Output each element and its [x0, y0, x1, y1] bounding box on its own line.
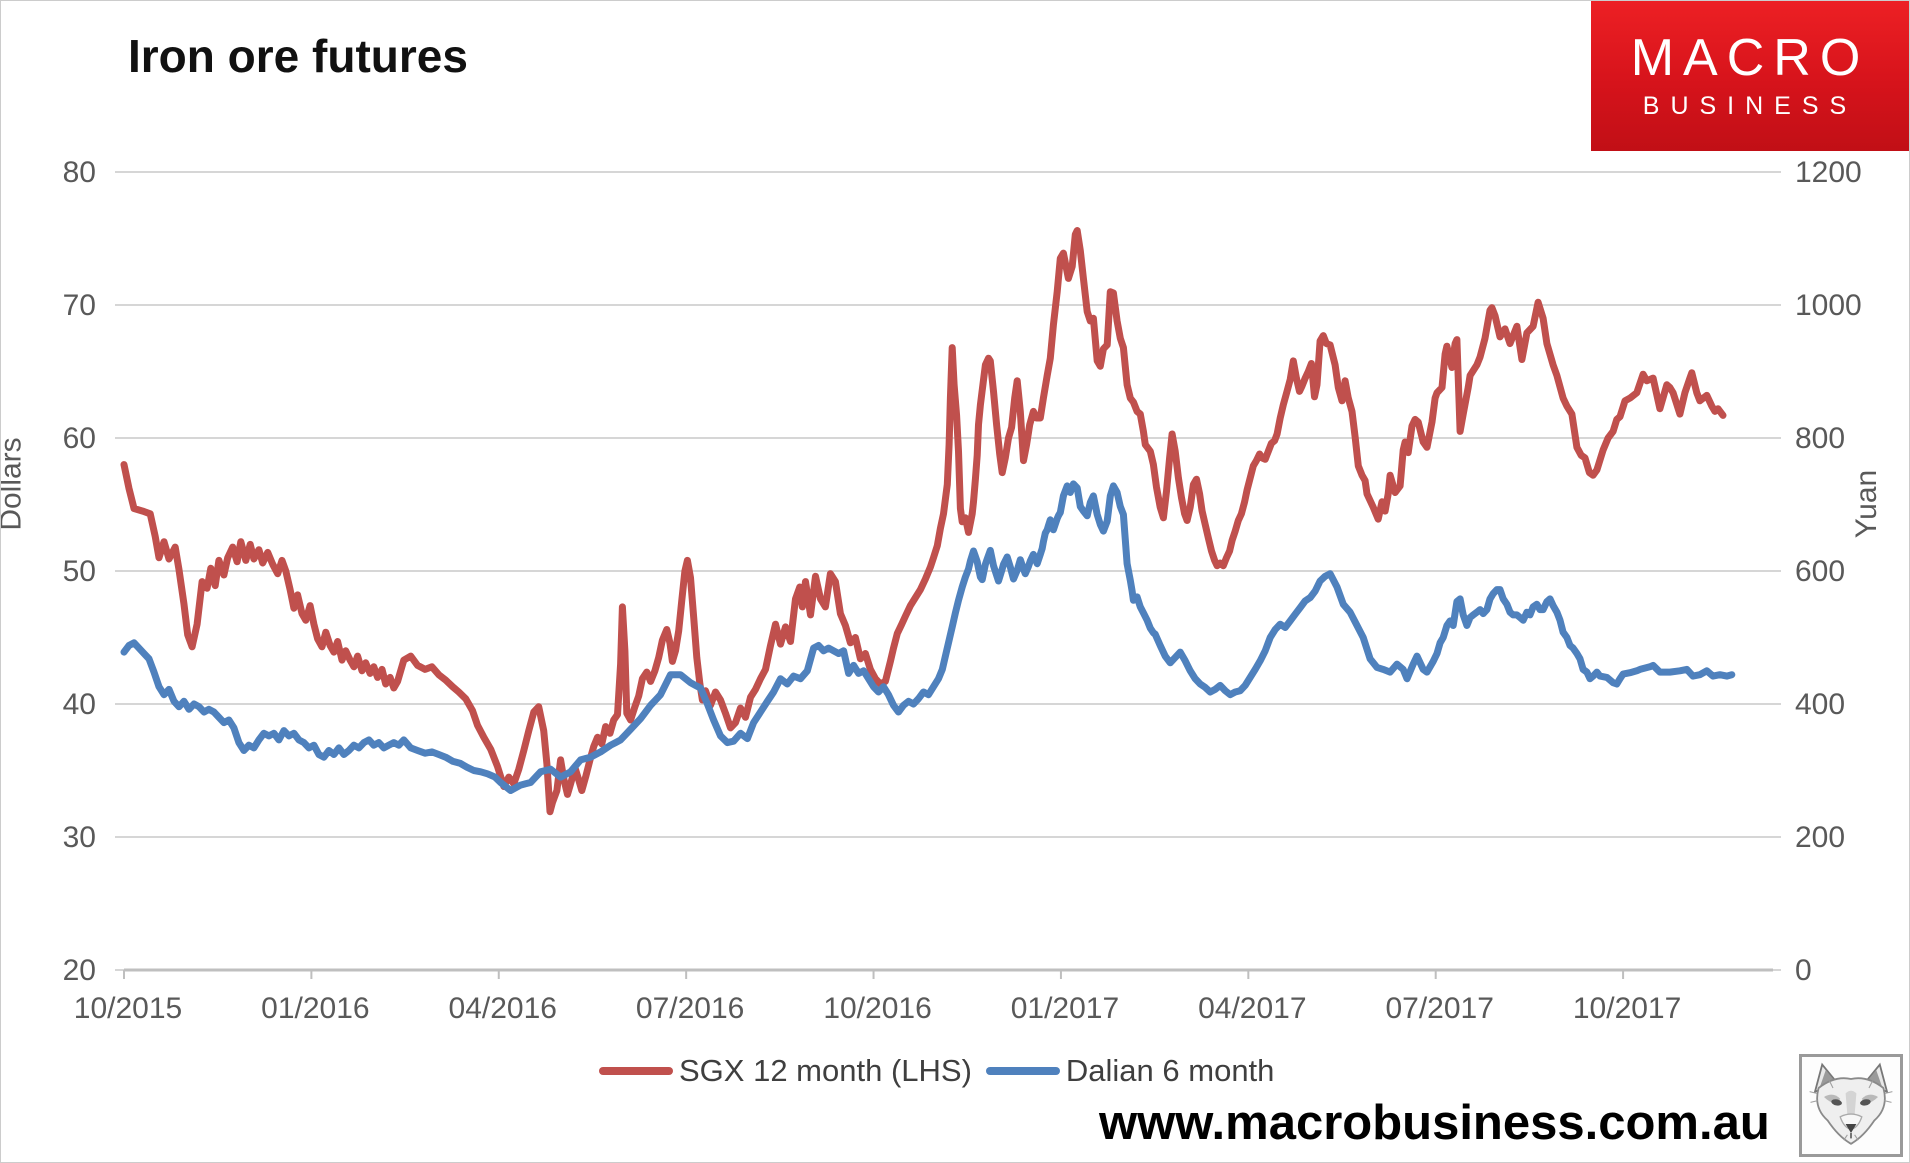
- y-right-tick-label: 0: [1795, 954, 1812, 987]
- y-right-tick-label: 600: [1795, 555, 1845, 588]
- legend-item-dalian: Dalian 6 month: [985, 1053, 1275, 1089]
- y-right-tick-label: 1000: [1795, 289, 1862, 322]
- sgx-line-swatch-icon: [599, 1067, 673, 1075]
- y-left-tick-label: 70: [63, 289, 96, 322]
- logo-line-macro: MACRO: [1630, 29, 1870, 88]
- x-axis-tick-label: 07/2017: [1385, 992, 1493, 1025]
- y-right-tick-label: 800: [1795, 422, 1845, 455]
- legend-label-sgx: SGX 12 month (LHS): [679, 1053, 972, 1088]
- y-left-tick-label: 20: [63, 954, 96, 987]
- x-axis-tick-label: 04/2017: [1198, 992, 1306, 1025]
- fox-sketch-icon: [1809, 1062, 1893, 1145]
- x-axis-tick-label: 07/2016: [636, 992, 744, 1025]
- sgx-12-month-line: [120, 227, 1727, 816]
- fox-logo-box: [1799, 1054, 1903, 1157]
- y-left-tick-label: 30: [63, 821, 96, 854]
- legend-label-dalian: Dalian 6 month: [1065, 1053, 1275, 1088]
- x-axis-tick-label: 10/2017: [1573, 992, 1681, 1025]
- x-axis-tick-label: 04/2016: [449, 992, 557, 1025]
- x-axis-tick-label: 01/2017: [1011, 992, 1119, 1025]
- legend-item-sgx: SGX 12 month (LHS): [599, 1053, 972, 1089]
- chart-legend: SGX 12 month (LHS) Dalian 6 month: [599, 1053, 1274, 1089]
- x-axis-tick-label: 10/2015: [74, 992, 182, 1025]
- y-right-tick-label: 200: [1795, 821, 1845, 854]
- y-axis-title-left: Dollars: [0, 437, 28, 531]
- y-left-tick-label: 80: [63, 156, 96, 189]
- dalian-6-month-line: [120, 480, 1736, 794]
- y-right-tick-label: 1200: [1795, 156, 1862, 189]
- y-left-tick-label: 60: [63, 422, 96, 455]
- y-left-tick-label: 50: [63, 555, 96, 588]
- y-axis-title-right: Yuan: [1850, 469, 1884, 539]
- logo-line-business: BUSINESS: [1642, 91, 1858, 120]
- x-axis-tick-label: 10/2016: [823, 992, 931, 1025]
- dalian-line-swatch-icon: [985, 1067, 1060, 1075]
- y-left-tick-label: 40: [63, 688, 96, 721]
- y-right-tick-label: 400: [1795, 688, 1845, 721]
- x-axis-tick-label: 01/2016: [261, 992, 369, 1025]
- site-url-text: www.macrobusiness.com.au: [1099, 1096, 1770, 1150]
- macrobusiness-logo: MACRO BUSINESS: [1591, 1, 1909, 151]
- chart-title: Iron ore futures: [128, 30, 468, 82]
